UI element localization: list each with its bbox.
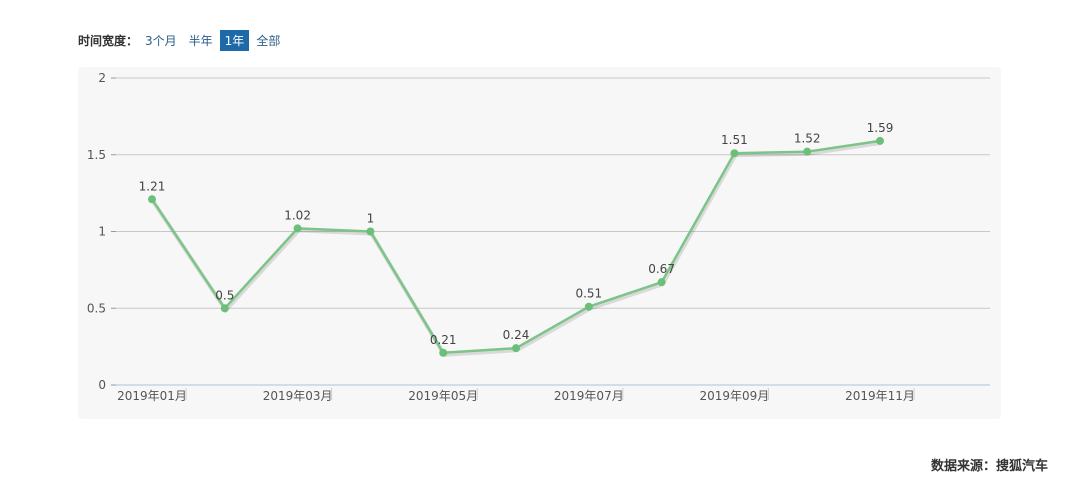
data-point <box>148 195 156 204</box>
y-tick-label: 0 <box>98 378 106 392</box>
data-label: 0.21 <box>430 333 457 347</box>
series-line <box>150 139 881 355</box>
x-tick-label: 2019年05月 <box>408 389 478 403</box>
y-tick-label: 1.5 <box>87 148 106 162</box>
chart-panel <box>78 67 1001 419</box>
data-label: 1.59 <box>867 121 894 135</box>
data-label: 0.24 <box>503 328 530 342</box>
data-point <box>439 348 448 357</box>
data-point <box>220 304 229 313</box>
time-range-label: 时间宽度： <box>78 33 139 48</box>
series-line-shadow <box>151 140 882 357</box>
data-point <box>366 227 375 236</box>
data-label: 1.02 <box>284 208 311 222</box>
data-point <box>512 344 520 353</box>
data-point <box>657 278 666 287</box>
data-point <box>584 302 593 311</box>
data-label: 1.21 <box>139 179 166 193</box>
x-tick-label: 2019年01月 <box>117 389 187 403</box>
data-point <box>293 224 302 233</box>
y-tick-label: 0.5 <box>87 301 106 315</box>
time-range-option-3-months[interactable]: 3个月 <box>145 33 177 48</box>
data-point <box>803 147 812 156</box>
data-point <box>876 136 884 145</box>
x-tick-label: 2019年03月 <box>263 389 333 403</box>
data-source-note: 数据来源：搜狐汽车 <box>930 459 1048 474</box>
time-range-option-half-year[interactable]: 半年 <box>188 33 213 48</box>
x-tick-label: 2019年07月 <box>554 389 624 403</box>
data-label: 1.52 <box>794 132 821 146</box>
data-label: 1.51 <box>721 133 748 147</box>
y-tick-label: 1 <box>98 225 106 239</box>
y-tick-label: 2 <box>98 71 106 85</box>
time-range-option-1-year[interactable]: 1年 <box>219 29 250 51</box>
data-point <box>730 149 739 158</box>
time-range-filter: 时间宽度： 3个月 半年 1年 全部 <box>78 29 287 51</box>
x-tick-label: 2019年11月 <box>845 389 915 403</box>
time-range-option-all[interactable]: 全部 <box>256 33 281 48</box>
data-label: 1 <box>367 212 375 226</box>
x-tick-label: 2019年09月 <box>699 389 769 403</box>
data-label: 0.51 <box>575 287 602 301</box>
data-label: 0.67 <box>648 262 675 276</box>
data-label: 0.5 <box>215 288 234 302</box>
